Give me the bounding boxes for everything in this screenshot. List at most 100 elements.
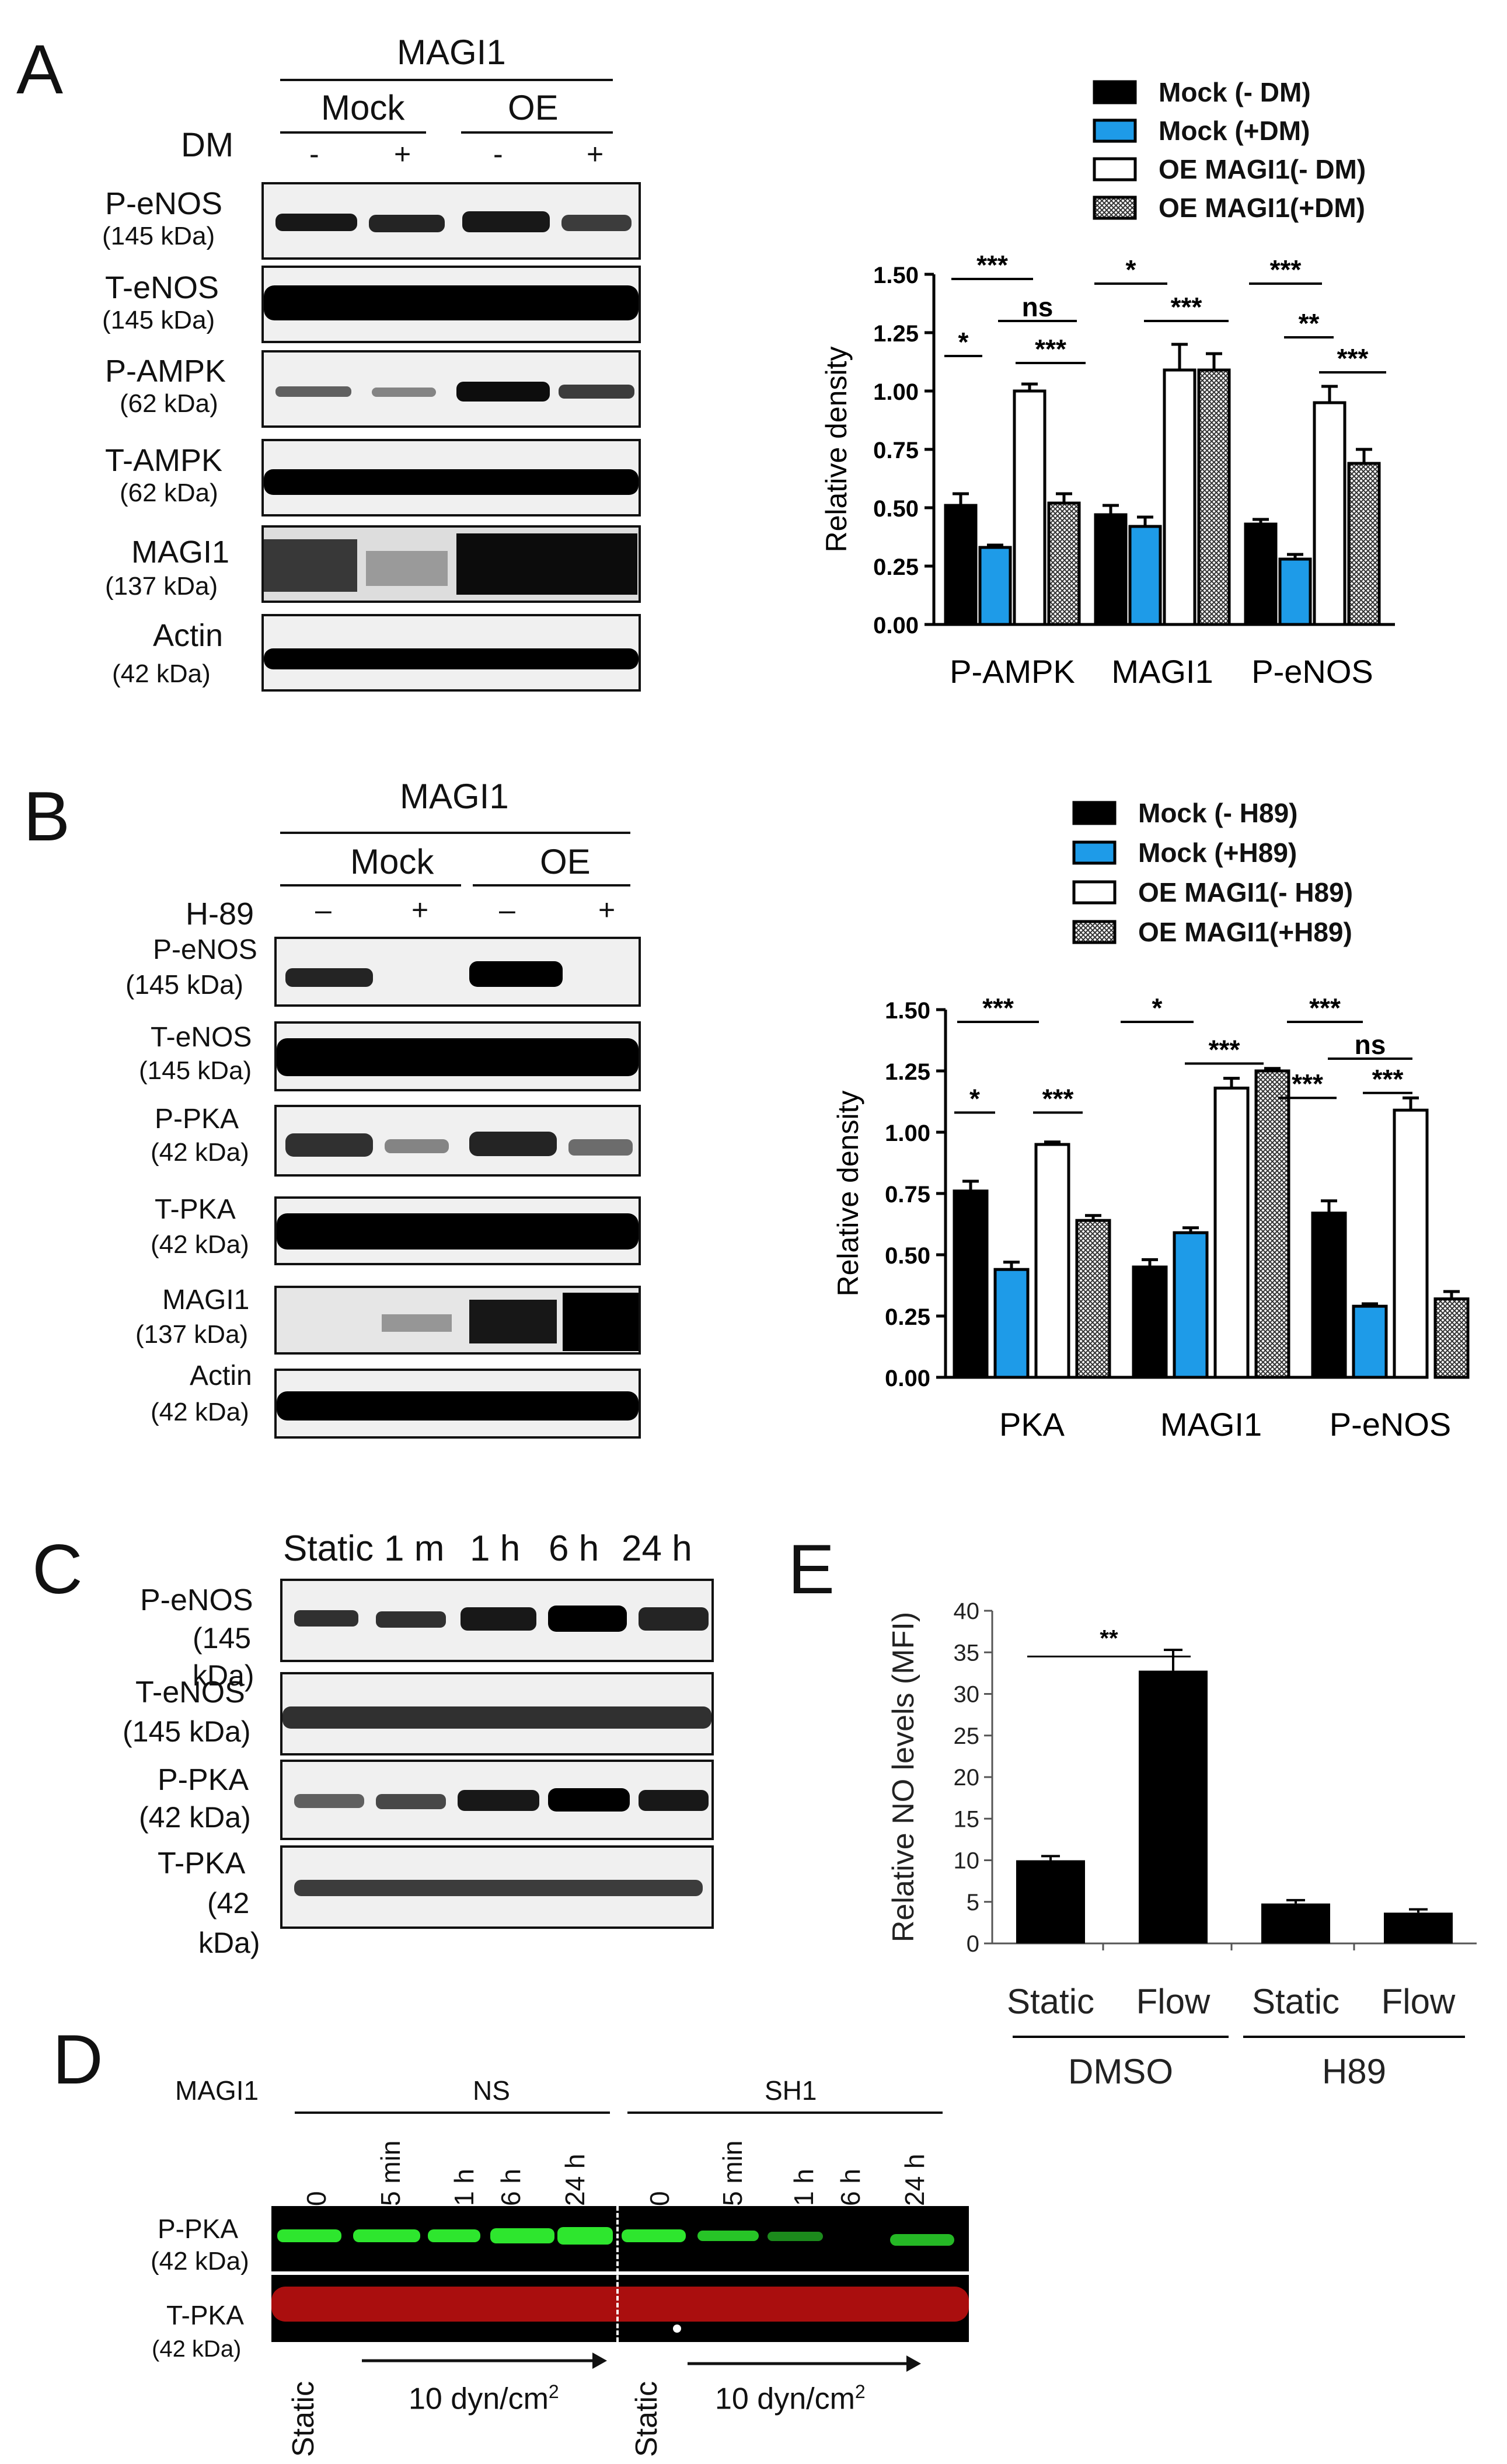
blot-t-pka xyxy=(280,1845,714,1929)
fluorescent-blot-green xyxy=(271,2206,969,2271)
blot-label: P-PKA xyxy=(158,2214,239,2244)
bar xyxy=(978,546,1012,626)
timepoint-label: 24 h xyxy=(622,1528,692,1569)
legend-swatch xyxy=(1072,920,1117,944)
bar xyxy=(1244,522,1278,626)
gene-label: MAGI1 xyxy=(175,2075,259,2106)
legend-label: Mock (- DM) xyxy=(1159,77,1311,107)
y-tick-label: 30 xyxy=(954,1682,980,1708)
blot-kda: (42 xyxy=(207,1887,250,1919)
bar xyxy=(1254,1069,1290,1379)
bar xyxy=(1197,368,1231,626)
timepoint-label: 1 h xyxy=(449,2169,479,2206)
mock-underline xyxy=(280,131,426,134)
legend-swatch xyxy=(1072,840,1117,865)
significance-label: ** xyxy=(1100,1625,1118,1651)
category-label: MAGI1 xyxy=(1111,653,1213,690)
legend-swatch xyxy=(1093,157,1137,182)
bar xyxy=(1016,1860,1085,1943)
oe-underline xyxy=(473,884,630,887)
timepoint-label: 5 min xyxy=(375,2140,406,2206)
y-tick-label: 5 xyxy=(967,1890,979,1915)
bar xyxy=(953,1189,989,1379)
y-tick-label: 10 xyxy=(954,1848,980,1874)
blot-label: P-PKA xyxy=(155,1104,239,1135)
ns-underline xyxy=(295,2111,610,2114)
y-tick-label: 0.25 xyxy=(873,554,919,580)
group-label: H89 xyxy=(1322,2052,1386,2091)
blot-kda: (42 kDa) xyxy=(151,1398,249,1426)
significance-label: ns xyxy=(1022,292,1053,322)
blot-label: T-PKA xyxy=(158,1847,246,1880)
group-label-ns: NS xyxy=(473,2075,510,2106)
blot-label: P-AMPK xyxy=(105,354,226,389)
category-label: P-AMPK xyxy=(950,653,1075,690)
timepoint-label: 6 h xyxy=(496,2169,526,2206)
magi1-header: MAGI1 xyxy=(397,33,506,72)
bar xyxy=(1278,557,1312,626)
static-label: Static xyxy=(630,2381,664,2457)
group-label-sh1: SH1 xyxy=(765,2075,817,2106)
blot-label: T-eNOS xyxy=(135,1676,245,1709)
y-tick-label: 1.25 xyxy=(885,1059,930,1085)
fluorescent-blot-red xyxy=(271,2275,969,2342)
bar xyxy=(1034,1143,1070,1379)
bar xyxy=(1128,525,1162,626)
significance-label: *** xyxy=(1309,993,1341,1023)
legend-label: Mock (- H89) xyxy=(1138,798,1297,828)
y-tick-label: 1.50 xyxy=(873,263,919,288)
blot-t-ampk xyxy=(261,439,641,516)
blot-actin xyxy=(261,614,641,692)
panel-label-d: D xyxy=(53,2020,103,2099)
blot-p-enos xyxy=(261,182,641,260)
timepoint-label: 0 xyxy=(301,2191,332,2206)
significance-label: *** xyxy=(976,250,1008,280)
blot-kda: (62 kDa) xyxy=(120,479,218,507)
y-tick-label: 1.50 xyxy=(885,998,930,1024)
legend-label: OE MAGI1(+DM) xyxy=(1159,193,1365,223)
timepoint-label: 6 h xyxy=(835,2169,866,2206)
panel-label-b: B xyxy=(23,777,71,856)
chart-e-no-levels: 0 5 10 15 20 25 30 35 40 Relative NO levels (MFI)… xyxy=(887,1599,1477,2091)
significance-label: *** xyxy=(1171,292,1202,322)
group-label-mock: Mock xyxy=(321,88,405,127)
category-label: P-eNOS xyxy=(1251,653,1373,690)
category-label: Static xyxy=(1252,1982,1339,2021)
y-tick-label: 20 xyxy=(954,1765,980,1791)
blot-kda: (137 kDa) xyxy=(105,572,218,601)
blot-separator xyxy=(271,2271,969,2275)
significance-label: ** xyxy=(1299,308,1320,338)
panel-label-a: A xyxy=(16,30,64,109)
lane-sign: + xyxy=(394,138,411,170)
category-label: Flow xyxy=(1382,1982,1456,2021)
blot-kda: (42 kDa) xyxy=(151,1138,249,1167)
shear-stress-label: 10 dyn/cm2 xyxy=(715,2381,866,2416)
blot-magi1 xyxy=(274,1286,641,1355)
lane-sign: – xyxy=(315,894,332,926)
blot-label: MAGI1 xyxy=(131,535,230,570)
blot-p-ampk xyxy=(261,350,641,428)
category-label: Flow xyxy=(1136,1982,1211,2021)
significance-label: *** xyxy=(1035,334,1066,364)
blot-label: T-PKA xyxy=(166,2300,244,2330)
bar xyxy=(1311,1212,1347,1379)
header-underline xyxy=(280,79,613,81)
lane-divider xyxy=(616,2206,619,2342)
bar xyxy=(1173,1231,1209,1379)
timepoint-label: 5 min xyxy=(717,2140,748,2206)
y-tick-label: 0.50 xyxy=(885,1243,930,1269)
bar xyxy=(1094,513,1128,626)
blot-label: T-PKA xyxy=(155,1194,236,1225)
significance-label: *** xyxy=(1270,254,1302,285)
y-axis-title: Relative density xyxy=(820,347,853,553)
lane-sign: + xyxy=(411,894,429,926)
timepoint-label: 24 h xyxy=(560,2154,590,2206)
lane-sign: + xyxy=(598,894,616,926)
blot-kda: kDa) xyxy=(193,1659,254,1692)
y-tick-label: 25 xyxy=(954,1723,980,1749)
mock-underline xyxy=(280,884,461,887)
treatment-label: H-89 xyxy=(186,896,254,931)
bar xyxy=(1433,1297,1470,1379)
significance-label: *** xyxy=(1372,1064,1404,1094)
blot-t-enos xyxy=(261,266,641,343)
